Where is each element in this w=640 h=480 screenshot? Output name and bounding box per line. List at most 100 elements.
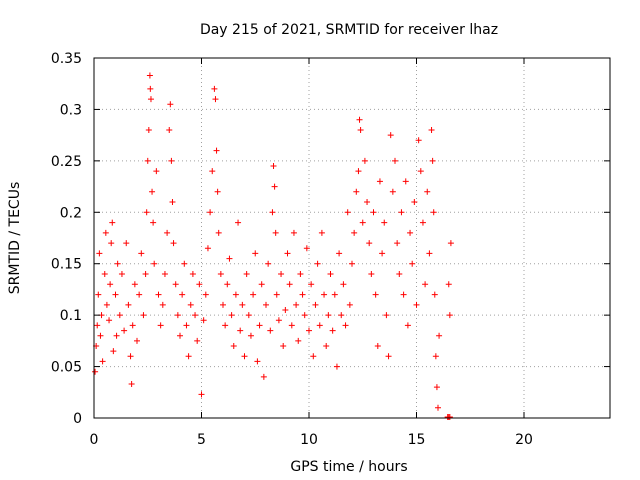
data-point bbox=[142, 271, 149, 277]
data-point bbox=[243, 271, 250, 277]
data-point bbox=[97, 332, 104, 339]
data-point bbox=[338, 312, 345, 319]
data-point bbox=[424, 188, 431, 195]
data-point bbox=[331, 291, 338, 298]
data-point bbox=[107, 281, 114, 288]
data-point bbox=[312, 301, 319, 308]
data-point bbox=[411, 199, 418, 205]
y-tick-label: 0 bbox=[73, 411, 82, 427]
data-point bbox=[167, 101, 174, 108]
data-point bbox=[169, 199, 176, 205]
data-point bbox=[145, 127, 152, 133]
y-tick-label: 0.15 bbox=[51, 257, 82, 273]
data-point bbox=[346, 301, 353, 308]
data-point bbox=[136, 291, 143, 298]
data-point bbox=[349, 260, 355, 267]
data-point bbox=[263, 301, 269, 308]
x-tick-label: 15 bbox=[408, 432, 426, 448]
data-point bbox=[228, 312, 235, 319]
data-point bbox=[250, 291, 257, 298]
x-tick-label: 20 bbox=[515, 432, 533, 448]
data-point bbox=[299, 291, 306, 298]
data-point bbox=[308, 281, 315, 288]
data-point bbox=[284, 250, 291, 257]
data-point bbox=[278, 271, 285, 277]
data-point bbox=[95, 291, 102, 298]
data-point bbox=[383, 312, 390, 319]
data-point bbox=[417, 168, 424, 175]
data-point bbox=[239, 301, 246, 308]
data-point bbox=[92, 368, 99, 375]
data-point bbox=[209, 168, 216, 175]
data-point bbox=[103, 301, 110, 308]
data-point bbox=[361, 157, 368, 164]
data-point bbox=[398, 209, 405, 216]
data-point bbox=[368, 271, 375, 277]
data-point bbox=[138, 250, 145, 257]
data-point bbox=[226, 255, 233, 262]
y-tick-label: 0.1 bbox=[60, 308, 82, 324]
data-point bbox=[372, 291, 379, 298]
data-point bbox=[172, 281, 179, 288]
data-point bbox=[374, 343, 381, 349]
data-point bbox=[288, 322, 295, 329]
data-point bbox=[131, 281, 138, 288]
data-point bbox=[429, 157, 436, 164]
data-point bbox=[170, 240, 177, 247]
data-point bbox=[333, 363, 340, 370]
data-point bbox=[430, 209, 437, 216]
data-point bbox=[128, 381, 135, 388]
data-point bbox=[168, 157, 175, 164]
data-point bbox=[252, 250, 259, 257]
data-point bbox=[357, 127, 364, 133]
data-point bbox=[164, 229, 171, 236]
data-point bbox=[222, 322, 229, 329]
data-point bbox=[94, 322, 101, 329]
data-point bbox=[297, 271, 304, 277]
data-point bbox=[415, 137, 422, 144]
data-point bbox=[149, 188, 156, 195]
data-point bbox=[303, 245, 310, 252]
data-point bbox=[321, 291, 328, 298]
data-point bbox=[213, 147, 220, 154]
data-point bbox=[181, 260, 188, 267]
data-point bbox=[342, 322, 349, 329]
data-point bbox=[192, 312, 199, 319]
x-axis-label: GPS time / hours bbox=[290, 459, 407, 475]
data-point bbox=[396, 271, 403, 277]
data-point bbox=[392, 157, 398, 164]
data-point bbox=[260, 373, 267, 380]
data-point bbox=[125, 301, 132, 308]
data-point bbox=[232, 291, 239, 298]
data-point bbox=[153, 168, 160, 175]
data-point bbox=[134, 337, 140, 344]
data-point bbox=[217, 271, 224, 277]
data-point bbox=[290, 229, 297, 236]
data-point bbox=[189, 271, 196, 277]
grid-lines bbox=[94, 58, 610, 418]
data-point bbox=[212, 96, 219, 103]
data-point bbox=[207, 209, 214, 216]
data-point bbox=[344, 209, 351, 216]
data-point bbox=[355, 168, 362, 175]
data-point bbox=[267, 327, 274, 334]
data-point bbox=[112, 291, 119, 298]
data-point bbox=[351, 229, 358, 236]
data-point bbox=[407, 229, 414, 236]
data-point bbox=[286, 281, 293, 288]
data-point bbox=[118, 271, 125, 277]
data-point bbox=[196, 281, 203, 288]
data-point bbox=[102, 229, 109, 236]
data-point bbox=[109, 219, 116, 226]
data-point bbox=[325, 312, 332, 319]
data-point bbox=[185, 353, 192, 360]
data-point bbox=[282, 307, 289, 313]
data-point bbox=[179, 291, 186, 298]
data-point bbox=[177, 332, 183, 339]
data-point bbox=[151, 260, 158, 267]
data-point bbox=[293, 301, 300, 308]
y-tick-label: 0.2 bbox=[60, 205, 82, 221]
data-point bbox=[329, 327, 336, 334]
chart-title: Day 215 of 2021, SRMTID for receiver lha… bbox=[200, 22, 498, 38]
